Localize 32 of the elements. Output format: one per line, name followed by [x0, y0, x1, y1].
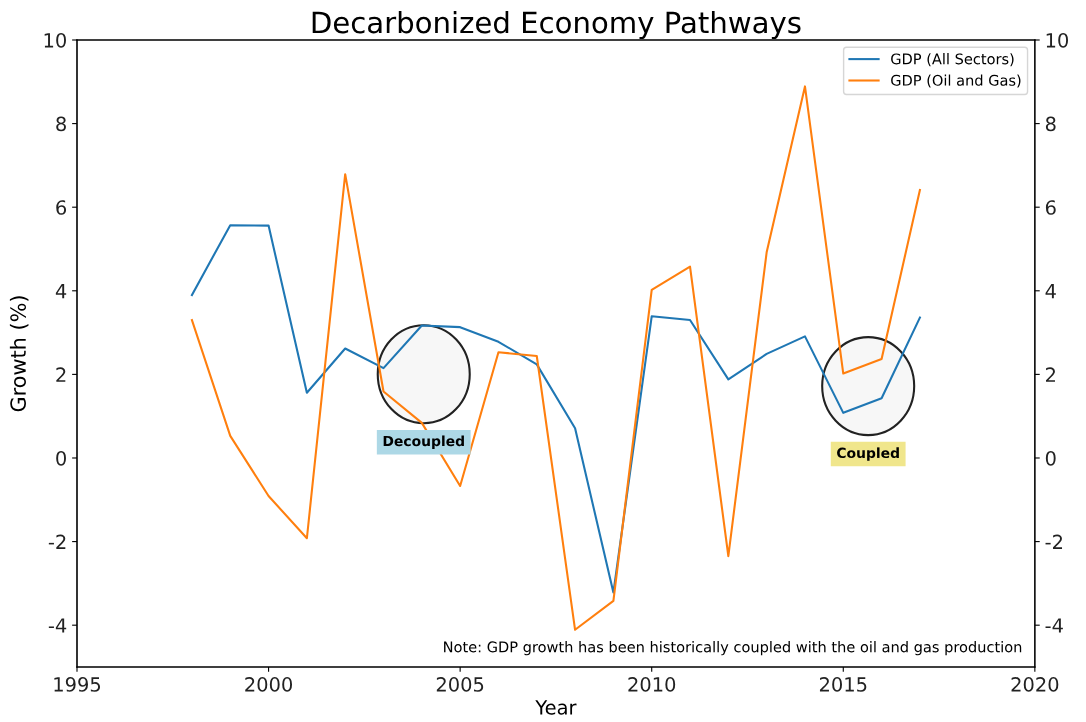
y-tick-label: 0: [56, 450, 66, 466]
x-tick-label: 2020: [1011, 677, 1059, 692]
legend-label: GDP (Oil and Gas): [891, 74, 1021, 88]
x-tick-label: 2005: [436, 677, 484, 692]
annotation: Note: GDP growth has been historically coupled with the oil and gas production: [444, 641, 1022, 656]
y-tick-label: -4: [48, 618, 67, 633]
y2-tick-label: 0: [1045, 450, 1056, 466]
x-tick-label: 1995: [54, 677, 101, 692]
y-tick-label: 2: [56, 367, 66, 382]
y-tick-label: 6: [56, 200, 67, 215]
y2-tick-label: 4: [1045, 284, 1056, 299]
y2-tick-label: -2: [1045, 534, 1063, 549]
y-tick-label: -2: [48, 534, 66, 549]
x-tick-label: 2000: [245, 677, 293, 692]
y2-tick-label: 8: [1045, 116, 1056, 132]
y2-tick-label: 6: [1045, 200, 1056, 215]
y-tick-label: 8: [56, 116, 66, 132]
annotation: Coupled: [837, 447, 899, 461]
legend-label: GDP (All Sectors): [891, 53, 1014, 67]
x-tick-label: 2015: [819, 677, 867, 692]
line-series: [190, 85, 921, 631]
chart-title: Decarbonized Economy Pathways: [312, 10, 801, 40]
y2-tick-label: 2: [1046, 367, 1055, 382]
x-axis-title: Year: [535, 700, 577, 715]
y2-tick-label: 10: [1046, 32, 1069, 48]
line-series: [190, 224, 921, 594]
annotation: Decoupled: [383, 435, 464, 449]
y-tick-label: 10: [44, 32, 66, 48]
y2-tick-label: -4: [1045, 618, 1063, 633]
x-tick-label: 2010: [628, 677, 676, 692]
y-axis-title: Growth (%): [9, 296, 29, 412]
y-tick-label: 4: [55, 284, 67, 299]
